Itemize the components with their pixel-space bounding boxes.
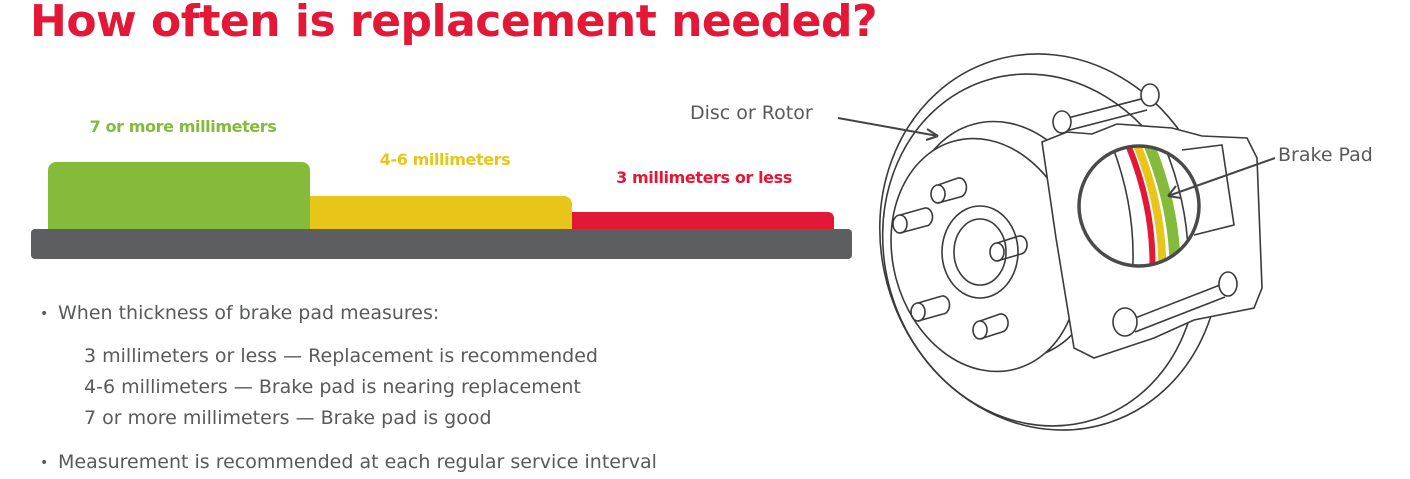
- pad-label: Brake Pad: [1278, 144, 1373, 166]
- bar-replace: [572, 212, 834, 230]
- level-label-good: 7 or more millimeters: [89, 117, 277, 136]
- list-item: 7 or more millimeters — Brake pad is goo…: [84, 407, 492, 429]
- caliper-pins: [1059, 97, 1226, 333]
- level-label-replace: 3 millimeters or less: [616, 168, 792, 187]
- bar-base: [31, 229, 852, 259]
- pad-arrow: [1167, 157, 1276, 197]
- list-item: 4-6 millimeters — Brake pad is nearing r…: [84, 376, 581, 398]
- bar-nearing: [310, 196, 572, 230]
- page-title: How often is replacement needed?: [30, 0, 877, 47]
- hub-center-outer: [941, 205, 1019, 299]
- bullet-dot: •: [40, 306, 49, 322]
- disc-label: Disc or Rotor: [690, 102, 813, 124]
- magnifier-circle: [1077, 144, 1201, 268]
- caliper-window: [1181, 144, 1235, 236]
- lug-studs: [892, 177, 1028, 340]
- bullet-measurement: Measurement is recommended at each regul…: [58, 451, 657, 473]
- bullet-thickness: When thickness of brake pad measures:: [58, 302, 440, 324]
- disc-arrow: [837, 117, 939, 137]
- level-label-nearing: 4-6 millimeters: [379, 150, 511, 169]
- bar-good: [48, 162, 310, 230]
- hub-center-inner: [953, 218, 1007, 286]
- bullet-dot: •: [40, 455, 49, 471]
- list-item: 3 millimeters or less — Replacement is r…: [84, 345, 598, 367]
